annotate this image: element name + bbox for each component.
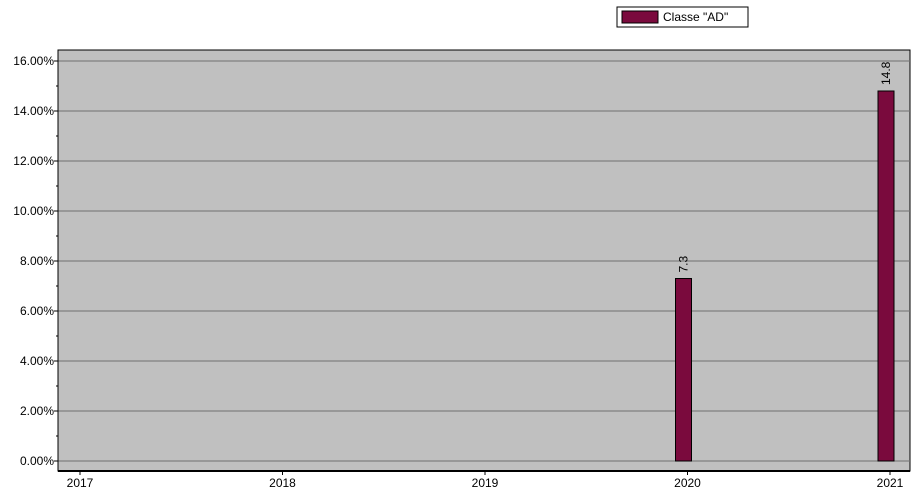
y-tick-label: 4.00%: [20, 354, 54, 368]
data-label: 7.3: [677, 255, 691, 272]
data-labels: 7.3 14.8: [677, 61, 894, 272]
legend: Classe "AD": [616, 6, 749, 28]
bars: [675, 90, 895, 462]
bar: [675, 278, 692, 462]
y-tick-label: 8.00%: [20, 254, 54, 268]
y-tick-label: 10.00%: [13, 204, 54, 218]
x-tick-label: 2019: [472, 476, 499, 490]
y-axis: 0.00% 2.00% 4.00% 6.00% 8.00% 10.00% 12.00% 14.…: [13, 50, 59, 471]
x-tick-label: 2020: [674, 476, 701, 490]
legend-label: Classe "AD": [663, 10, 728, 24]
legend-swatch: [621, 10, 659, 24]
data-label: 14.8: [879, 61, 893, 85]
y-tick-label: 16.00%: [13, 54, 54, 68]
y-tick-label: 12.00%: [13, 154, 54, 168]
x-axis: 2017 2018 2019 2020 2021: [58, 470, 910, 490]
x-tick-label: 2017: [67, 476, 94, 490]
bar: [877, 90, 895, 462]
x-tick-label: 2021: [877, 476, 904, 490]
x-tick-label: 2018: [269, 476, 296, 490]
grid-lines: [58, 60, 910, 462]
y-tick-label: 6.00%: [20, 304, 54, 318]
y-tick-label: 0.00%: [20, 454, 54, 468]
y-tick-label: 2.00%: [20, 404, 54, 418]
y-tick-label: 14.00%: [13, 104, 54, 118]
